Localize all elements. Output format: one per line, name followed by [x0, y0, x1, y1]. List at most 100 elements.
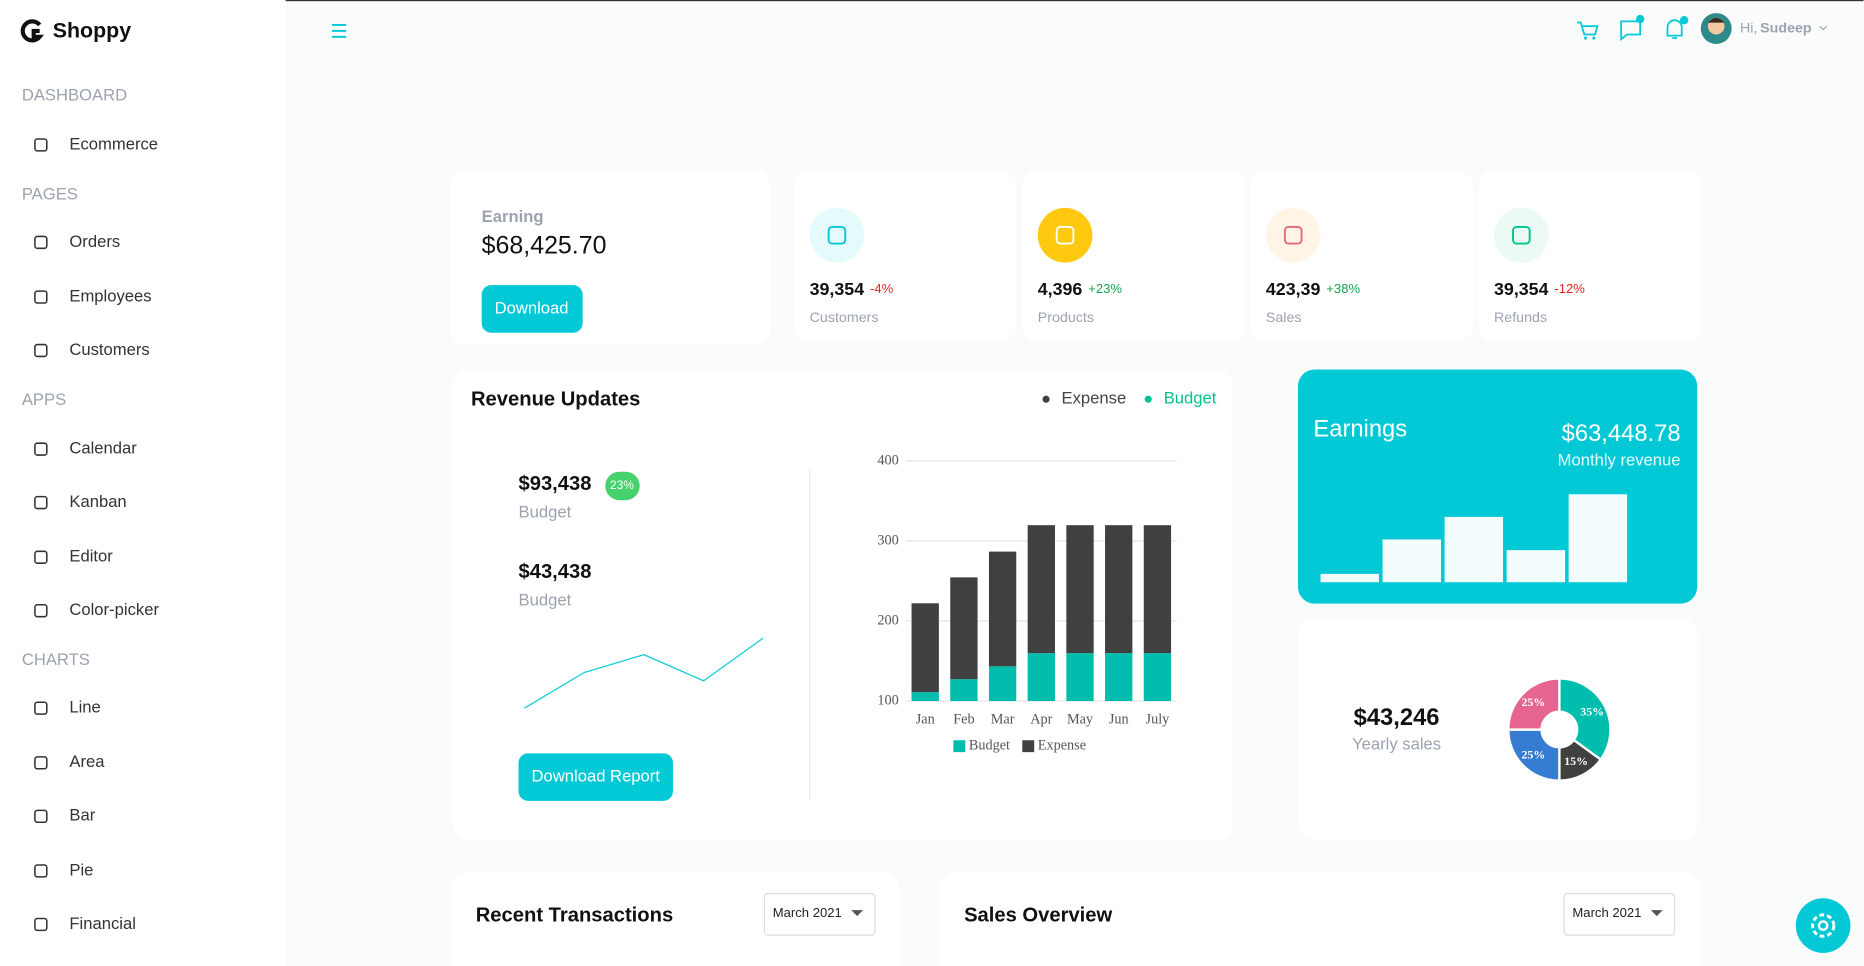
menu-button[interactable]	[331, 24, 347, 38]
download-report-label[interactable]: Download Report	[532, 766, 661, 785]
menu-icon[interactable]	[34, 343, 48, 358]
stat-title: Sales	[1266, 310, 1302, 326]
menu-item[interactable]: Line	[69, 698, 100, 717]
section-title: APPS	[22, 390, 66, 409]
chat-button[interactable]	[1620, 14, 1645, 42]
x-tick-label: May	[1067, 711, 1094, 727]
sales-overview-card	[940, 870, 1700, 966]
badge-label: 23%	[610, 478, 634, 492]
download-report-button[interactable]	[518, 753, 673, 801]
sidebar-menu: DASHBOARD Ecommerce PAGES Orders Employees Cu…	[22, 86, 160, 933]
stat-amount: 39,354	[810, 279, 865, 299]
menu-icon[interactable]	[34, 701, 48, 715]
profile-button[interactable]: Hi, Sudeep	[1700, 13, 1828, 44]
bar-segment	[1105, 653, 1133, 702]
stat-cards: 39,354 -4% Customers 4,396 +23% Products 423,3…	[794, 169, 1701, 343]
yearly-card	[1297, 617, 1698, 841]
menu-item[interactable]: Orders	[69, 232, 120, 251]
stat-icon-bg[interactable]	[809, 207, 865, 263]
cart-icon	[1577, 21, 1599, 36]
y-tick-label: 300	[877, 532, 898, 548]
bar	[1568, 494, 1628, 583]
bar-segment	[911, 692, 939, 702]
cart-wheel	[1583, 36, 1588, 40]
menu-icon[interactable]	[34, 290, 48, 304]
menu-item[interactable]: Pie	[69, 860, 93, 879]
menu-icon[interactable]	[34, 235, 48, 250]
period-label[interactable]: March 2021	[773, 905, 842, 920]
menu-item[interactable]: Financial	[69, 914, 136, 933]
x-tick-label: Apr	[1030, 711, 1052, 727]
stat-value: 423,39 +38%	[1266, 279, 1361, 299]
menu-item[interactable]: Kanban	[69, 492, 126, 511]
bar-segment	[1027, 525, 1055, 654]
pie-slice	[1507, 677, 1561, 731]
stat-icon	[827, 225, 847, 245]
menu-item[interactable]: Editor	[69, 547, 113, 566]
menu-item[interactable]: Calendar	[69, 439, 137, 458]
menu-item[interactable]: Color-picker	[69, 600, 159, 619]
menu-item[interactable]: Employees	[69, 286, 151, 305]
download-button[interactable]	[481, 285, 583, 333]
stat-title: Refunds	[1494, 310, 1547, 326]
y-tick-label: 400	[877, 452, 898, 468]
menu-icon[interactable]	[34, 756, 48, 770]
bar-segment	[1105, 525, 1133, 654]
brand-name[interactable]: Shoppy	[53, 19, 131, 43]
period-label[interactable]: March 2021	[1572, 905, 1641, 920]
user-name: Sudeep	[1760, 20, 1812, 36]
stat-icon-bg[interactable]	[1037, 207, 1093, 263]
earnings-title: Earnings	[1313, 415, 1407, 442]
bar-segment	[1143, 653, 1172, 702]
pie-label: 25%	[1521, 695, 1545, 709]
chat-dot	[1636, 14, 1645, 24]
top-border	[0, 0, 1864, 2]
bar-segment	[1066, 525, 1094, 654]
notification-button[interactable]	[1666, 16, 1689, 39]
bar-segment	[1027, 653, 1055, 702]
expense-amount: $43,438	[519, 561, 592, 583]
legend-label: Expense	[1038, 737, 1086, 753]
menu-icon[interactable]	[34, 604, 48, 618]
download-button-label[interactable]: Download	[495, 298, 569, 317]
earnings-subtitle: Monthly revenue	[1558, 450, 1681, 469]
sparkline	[524, 637, 764, 709]
legend-swatch	[953, 740, 966, 753]
settings-button[interactable]	[1795, 898, 1851, 953]
gear-inner	[1817, 920, 1829, 931]
dropdown-arrow	[1650, 910, 1663, 917]
cart-button[interactable]	[1577, 21, 1599, 40]
bell-icon	[1666, 19, 1683, 39]
cart-wheel	[1592, 36, 1596, 40]
section-title: CHARTS	[22, 650, 90, 669]
menu-item[interactable]: Ecommerce	[69, 134, 158, 153]
revenue-card	[453, 369, 1233, 841]
badge	[605, 471, 640, 501]
menu-icon[interactable]	[34, 442, 48, 456]
menu-icon[interactable]	[34, 495, 48, 510]
dropdown-arrow	[851, 910, 864, 917]
stat-icon-bg[interactable]	[1265, 207, 1321, 263]
bar-segment	[1143, 525, 1172, 654]
brand-logo[interactable]	[20, 19, 45, 43]
period-dropdown[interactable]	[1563, 892, 1676, 936]
stat-icon-bg[interactable]	[1494, 207, 1549, 263]
menu-icon[interactable]	[34, 550, 48, 564]
stat-icon	[1512, 225, 1531, 245]
period-dropdown[interactable]	[763, 892, 876, 936]
legend-dot	[1144, 395, 1152, 403]
menu-icon[interactable]	[34, 917, 48, 932]
x-tick-label: Mar	[991, 711, 1015, 727]
menu-item[interactable]: Bar	[69, 806, 95, 825]
menu-icon[interactable]	[34, 809, 48, 824]
menu-item[interactable]: Customers	[69, 340, 149, 359]
earnings-amount: $63,448.78	[1562, 420, 1681, 447]
legend-swatch	[1022, 740, 1035, 753]
menu-icon[interactable]	[34, 864, 48, 878]
menu-item[interactable]: Area	[69, 752, 105, 771]
stat-percentage: -12%	[1554, 281, 1585, 296]
menu-icon[interactable]	[34, 138, 48, 152]
sidebar	[0, 0, 286, 966]
